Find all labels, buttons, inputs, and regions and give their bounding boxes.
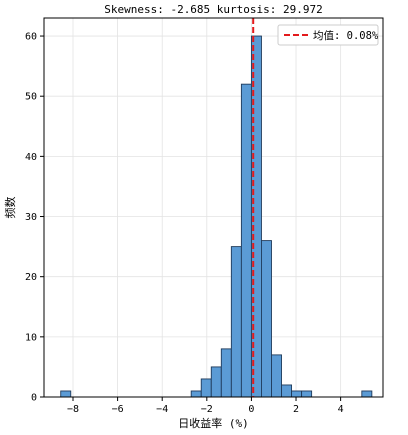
histogram-bar <box>210 366 222 398</box>
y-tick-label: 10 <box>25 332 37 343</box>
histogram-bar <box>200 378 212 398</box>
x-tick-label: −4 <box>156 404 168 415</box>
chart-title-line-2: Skewness: -2.685 kurtosis: 29.972 <box>104 3 323 16</box>
y-tick-label: 50 <box>25 92 37 103</box>
legend: 均值: 0.08% <box>277 24 379 46</box>
histogram-bar <box>230 246 242 398</box>
histogram-bar <box>190 390 202 398</box>
histogram-bar <box>240 83 252 398</box>
histogram-bar <box>271 354 282 398</box>
plot-frame <box>43 17 384 398</box>
x-tick-label: −6 <box>112 404 124 415</box>
y-tick-label: 20 <box>25 272 37 283</box>
x-tick-label: 2 <box>293 404 299 415</box>
y-tick-label: 60 <box>25 32 37 43</box>
x-axis-label: 日收益率 (%) <box>178 416 249 430</box>
legend-box <box>277 24 379 46</box>
histogram-bar <box>361 390 373 398</box>
y-tick-label: 40 <box>25 152 37 163</box>
legend-label: 均值: 0.08% <box>313 29 379 42</box>
x-tick-label: 0 <box>248 404 254 415</box>
histogram-bar <box>220 348 232 398</box>
y-tick-label: 30 <box>25 212 37 223</box>
histogram-bar <box>60 390 72 398</box>
x-tick-label: −8 <box>67 404 79 415</box>
y-axis-ticks: 0 10 20 30 40 50 60 <box>25 32 44 404</box>
x-axis-ticks: −8 −6 −4 −2 0 2 4 <box>67 397 344 415</box>
axes <box>43 17 384 398</box>
histogram-bar <box>291 390 303 398</box>
histogram-bar <box>261 240 272 398</box>
x-tick-label: 4 <box>338 404 344 415</box>
y-tick-label: 0 <box>31 393 37 404</box>
x-tick-label: −2 <box>201 404 213 415</box>
histogram-bar <box>281 384 293 398</box>
y-axis-label: 频数 <box>3 197 17 219</box>
grid-lines <box>44 18 383 398</box>
histogram-bar <box>301 390 313 398</box>
